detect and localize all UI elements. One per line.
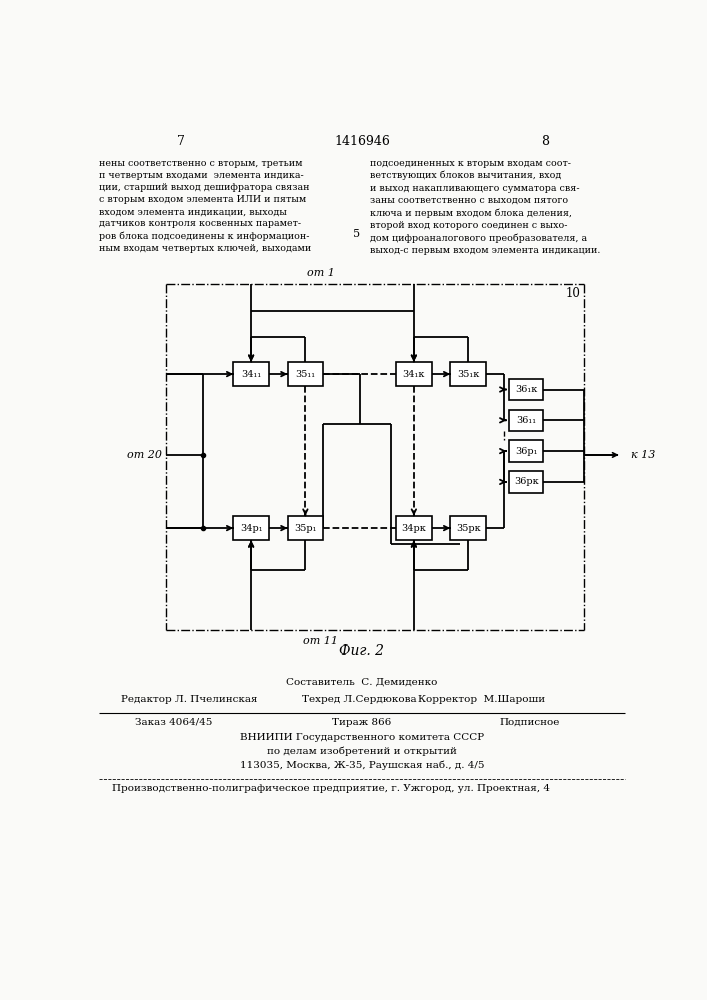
Text: Подписное: Подписное (500, 718, 561, 727)
Text: 34рк: 34рк (402, 524, 426, 533)
Text: 35₁₁: 35₁₁ (296, 370, 315, 379)
Text: 34₁к: 34₁к (402, 370, 425, 379)
Text: 113035, Москва, Ж-35, Раушская наб., д. 4/5: 113035, Москва, Ж-35, Раушская наб., д. … (240, 761, 484, 770)
Bar (450, 362, 486, 386)
Text: 10: 10 (566, 287, 581, 300)
Bar (233, 516, 269, 540)
Text: 5: 5 (353, 229, 360, 239)
Text: Фиг. 2: Фиг. 2 (339, 644, 385, 658)
Bar (509, 410, 543, 431)
Text: 36р₁: 36р₁ (515, 447, 537, 456)
Text: подсоединенных к вторым входам соот-
ветствующих блоков вычитания, вход
и выход : подсоединенных к вторым входам соот- вет… (370, 158, 601, 255)
Text: 35₁к: 35₁к (457, 370, 479, 379)
Text: нены соответственно с вторым, третьим
п четвертым входами  элемента индика-
ции,: нены соответственно с вторым, третьим п … (99, 158, 312, 253)
Text: по делам изобретений и открытий: по делам изобретений и открытий (267, 747, 457, 756)
Bar (288, 362, 323, 386)
Text: 1416946: 1416946 (334, 135, 390, 148)
Text: Корректор  М.Шароши: Корректор М.Шароши (419, 695, 546, 704)
Bar (288, 516, 323, 540)
Bar (396, 362, 432, 386)
Text: от 1: от 1 (307, 268, 335, 278)
Text: Составитель  С. Демиденко: Составитель С. Демиденко (286, 678, 438, 687)
Bar (233, 362, 269, 386)
Bar (450, 516, 486, 540)
Bar (509, 379, 543, 400)
Text: 36рк: 36рк (514, 477, 539, 486)
Text: к 13: к 13 (631, 450, 655, 460)
Text: 7: 7 (177, 135, 185, 148)
Text: 8: 8 (542, 135, 549, 148)
Text: 35рк: 35рк (456, 524, 481, 533)
Text: от 11: от 11 (303, 636, 339, 646)
Text: Редактор Л. Пчелинская: Редактор Л. Пчелинская (121, 695, 257, 704)
Text: Заказ 4064/45: Заказ 4064/45 (135, 718, 212, 727)
Text: Тираж 866: Тираж 866 (332, 718, 392, 727)
Text: 35р₁: 35р₁ (294, 524, 317, 533)
Text: 34р₁: 34р₁ (240, 524, 262, 533)
Text: ВНИИПИ Государственного комитета СССР: ВНИИПИ Государственного комитета СССР (240, 733, 484, 742)
Text: от 20: от 20 (127, 450, 162, 460)
Text: 36₁к: 36₁к (515, 385, 537, 394)
Bar (509, 471, 543, 493)
Bar (396, 516, 432, 540)
Text: Техред Л.Сердюкова: Техред Л.Сердюкова (303, 695, 417, 704)
Text: 36₁₁: 36₁₁ (516, 416, 537, 425)
Bar (509, 440, 543, 462)
Text: 34₁₁: 34₁₁ (241, 370, 262, 379)
Text: Производственно-полиграфическое предприятие, г. Ужгород, ул. Проектная, 4: Производственно-полиграфическое предприя… (112, 784, 549, 793)
